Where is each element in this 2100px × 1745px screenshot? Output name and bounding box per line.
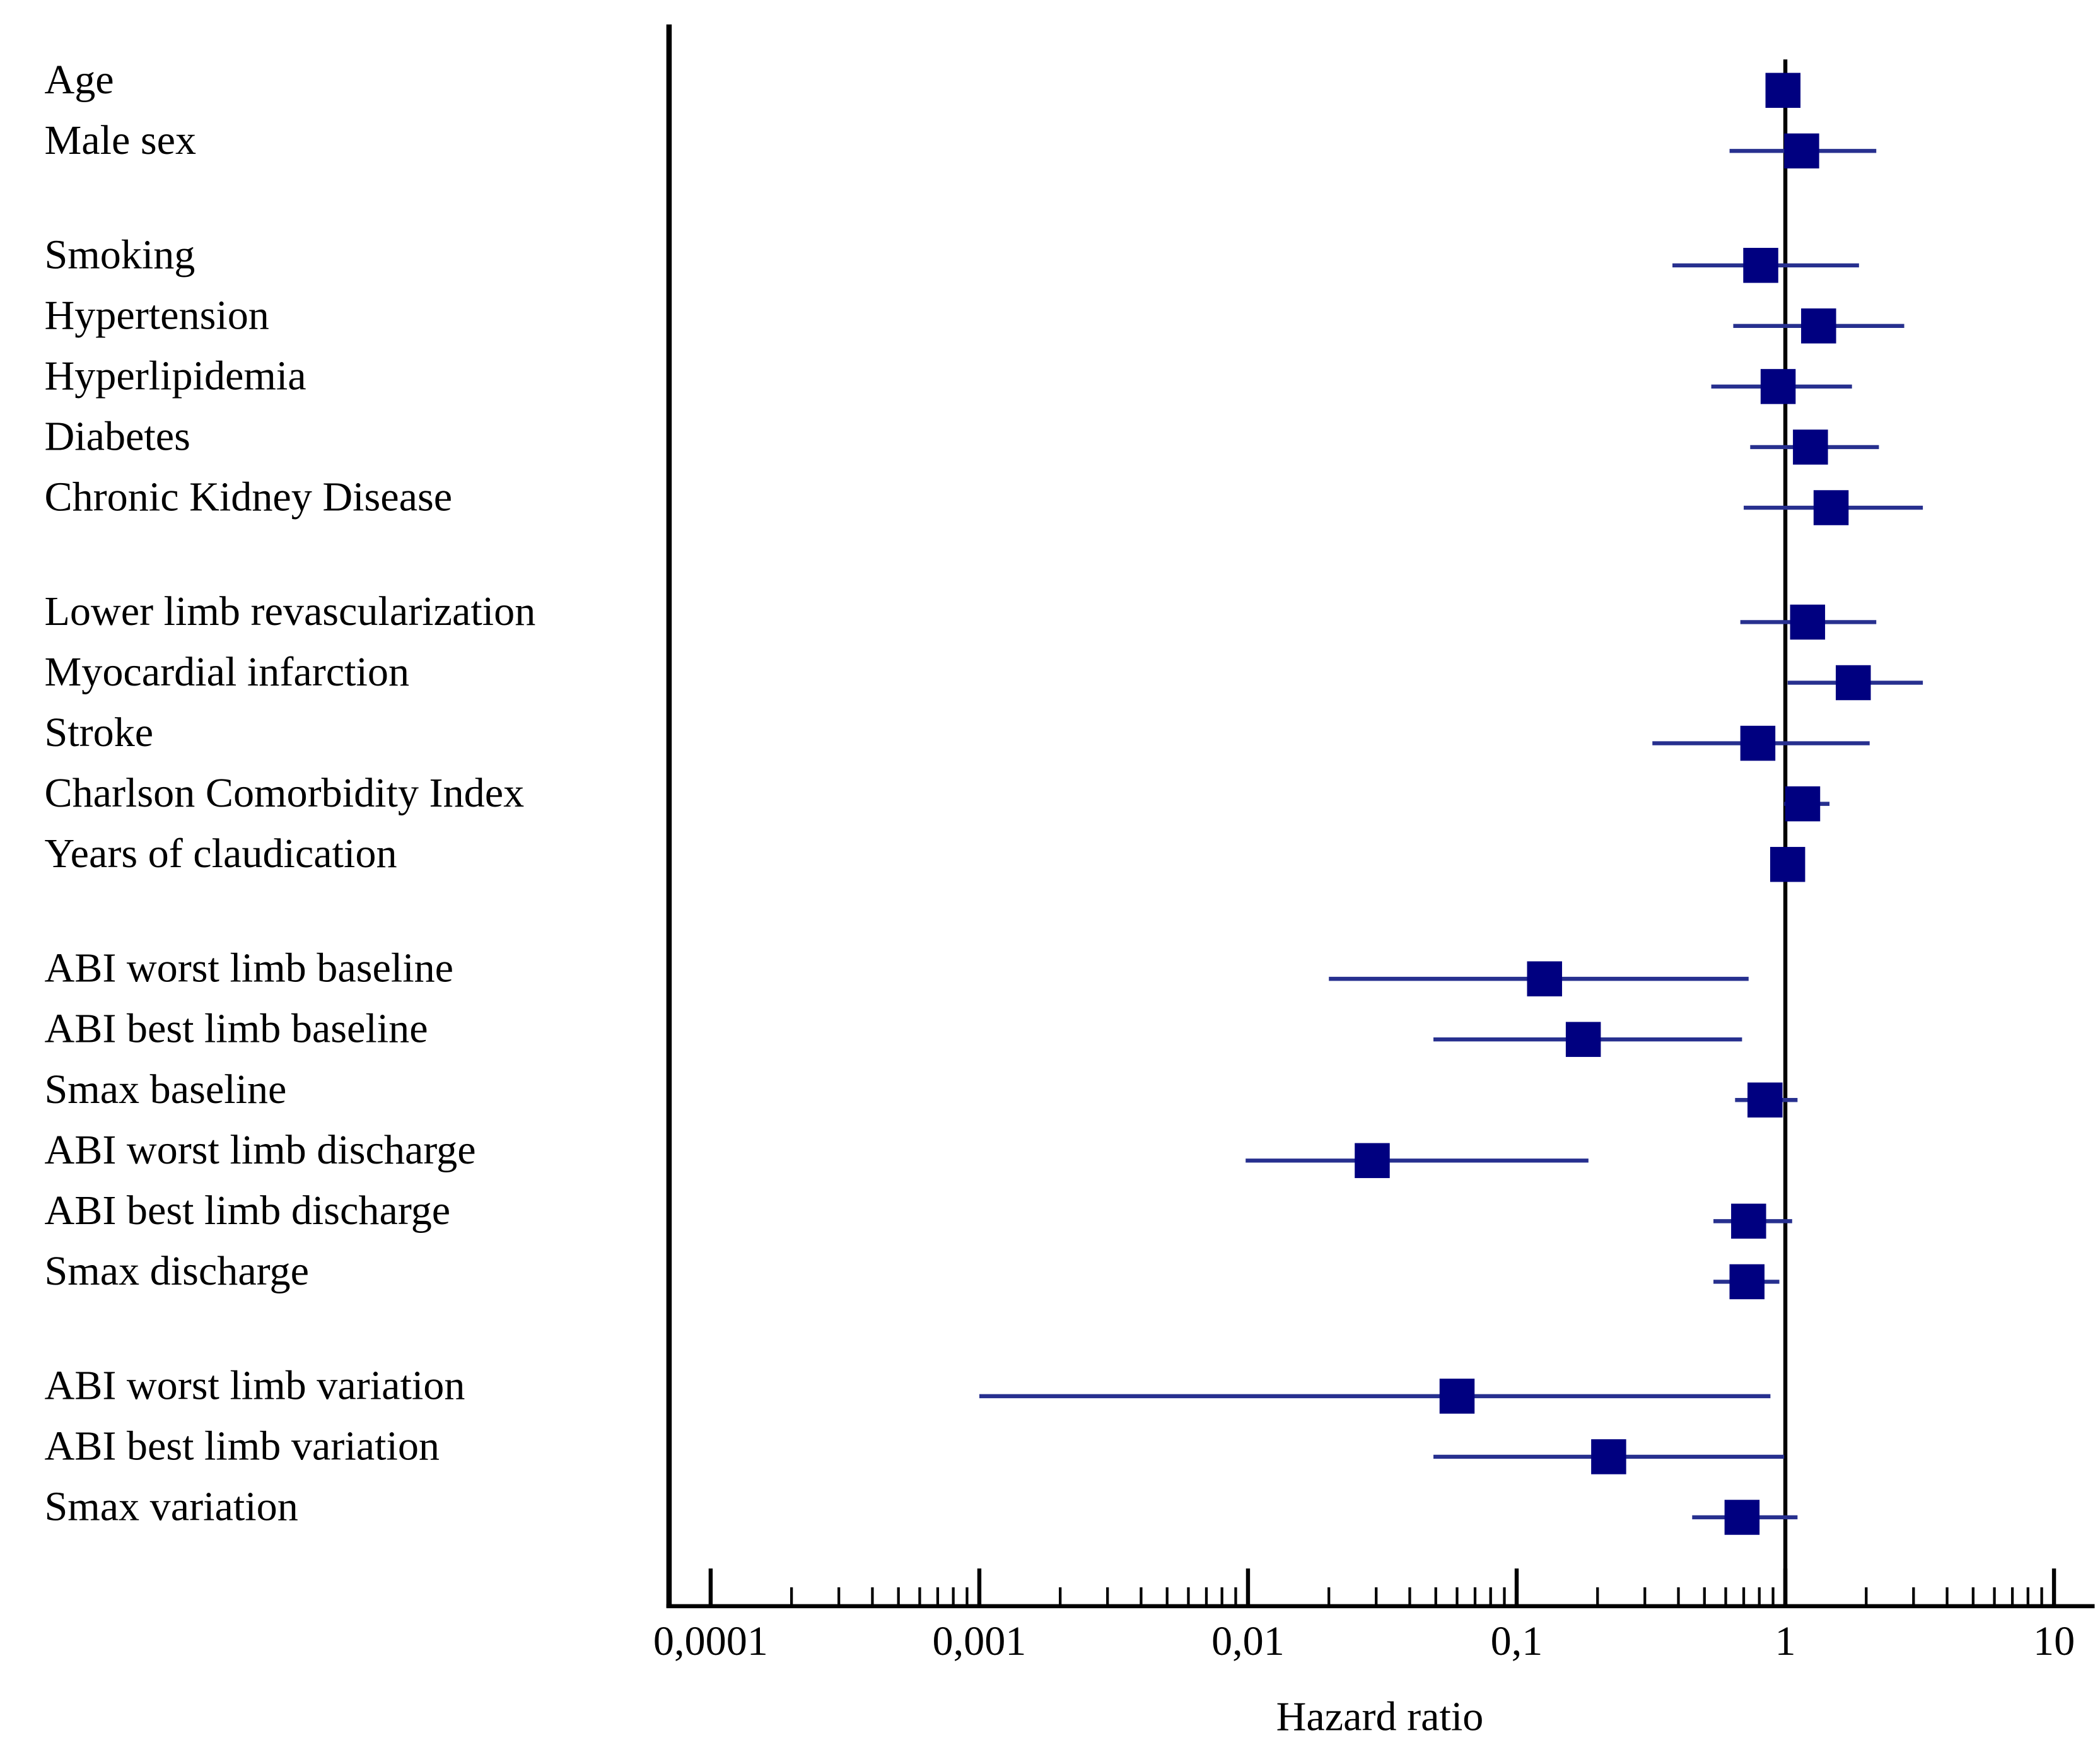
row-label: Smax variation	[44, 1483, 298, 1529]
row-label: Myocardial infarction	[44, 649, 409, 695]
row-label: ABI worst limb discharge	[44, 1127, 475, 1173]
x-tick-label: 0,001	[933, 1618, 1027, 1664]
x-tick-label: 10	[2033, 1618, 2075, 1664]
x-tick-label: 0,0001	[653, 1618, 768, 1664]
row-label: Hypertension	[44, 292, 269, 338]
row-label: ABI best limb baseline	[44, 1006, 428, 1052]
x-axis-label: Hazard ratio	[1276, 1693, 1484, 1739]
point-estimate	[1731, 1203, 1766, 1239]
row-label: Smax discharge	[44, 1248, 309, 1294]
row-label: Lower limb revascularization	[44, 588, 535, 634]
row-label: Chronic Kidney Disease	[44, 474, 452, 520]
point-estimate	[1591, 1439, 1626, 1474]
point-estimate	[1801, 308, 1836, 344]
point-estimate	[1836, 665, 1871, 701]
row-label: Charlson Comorbidity Index	[44, 770, 524, 816]
row-label: Stroke	[44, 709, 153, 756]
point-estimate	[1760, 369, 1796, 404]
point-estimate	[1793, 429, 1828, 465]
point-estimate	[1527, 961, 1562, 996]
point-estimate	[1355, 1143, 1390, 1179]
row-label: Male sex	[44, 117, 196, 163]
point-estimate	[1724, 1500, 1760, 1535]
row-label: Smoking	[44, 231, 195, 277]
row-label: Hyperlipidemia	[44, 353, 306, 399]
x-tick-label: 0,01	[1211, 1618, 1285, 1664]
point-estimate	[1747, 1082, 1783, 1118]
point-estimate	[1785, 786, 1821, 822]
point-estimate	[1765, 73, 1801, 108]
point-estimate	[1740, 725, 1776, 761]
x-tick-label: 1	[1775, 1618, 1795, 1664]
point-estimate	[1439, 1379, 1475, 1414]
x-tick-label: 0,1	[1491, 1618, 1543, 1664]
row-label: ABI best limb discharge	[44, 1188, 450, 1234]
point-estimate	[1784, 133, 1819, 169]
row-label: ABI worst limb baseline	[44, 945, 453, 991]
point-estimate	[1729, 1264, 1765, 1300]
point-estimate	[1790, 604, 1826, 640]
row-label: Years of claudication	[44, 831, 397, 877]
row-label: ABI worst limb variation	[44, 1362, 465, 1408]
row-label: Smax baseline	[44, 1066, 286, 1112]
point-estimate	[1813, 490, 1849, 525]
row-label: Diabetes	[44, 413, 190, 459]
point-estimate	[1770, 846, 1805, 882]
point-estimate	[1743, 248, 1778, 283]
point-estimate	[1565, 1022, 1601, 1057]
row-label: Age	[44, 57, 114, 103]
row-label: ABI best limb variation	[44, 1423, 440, 1469]
